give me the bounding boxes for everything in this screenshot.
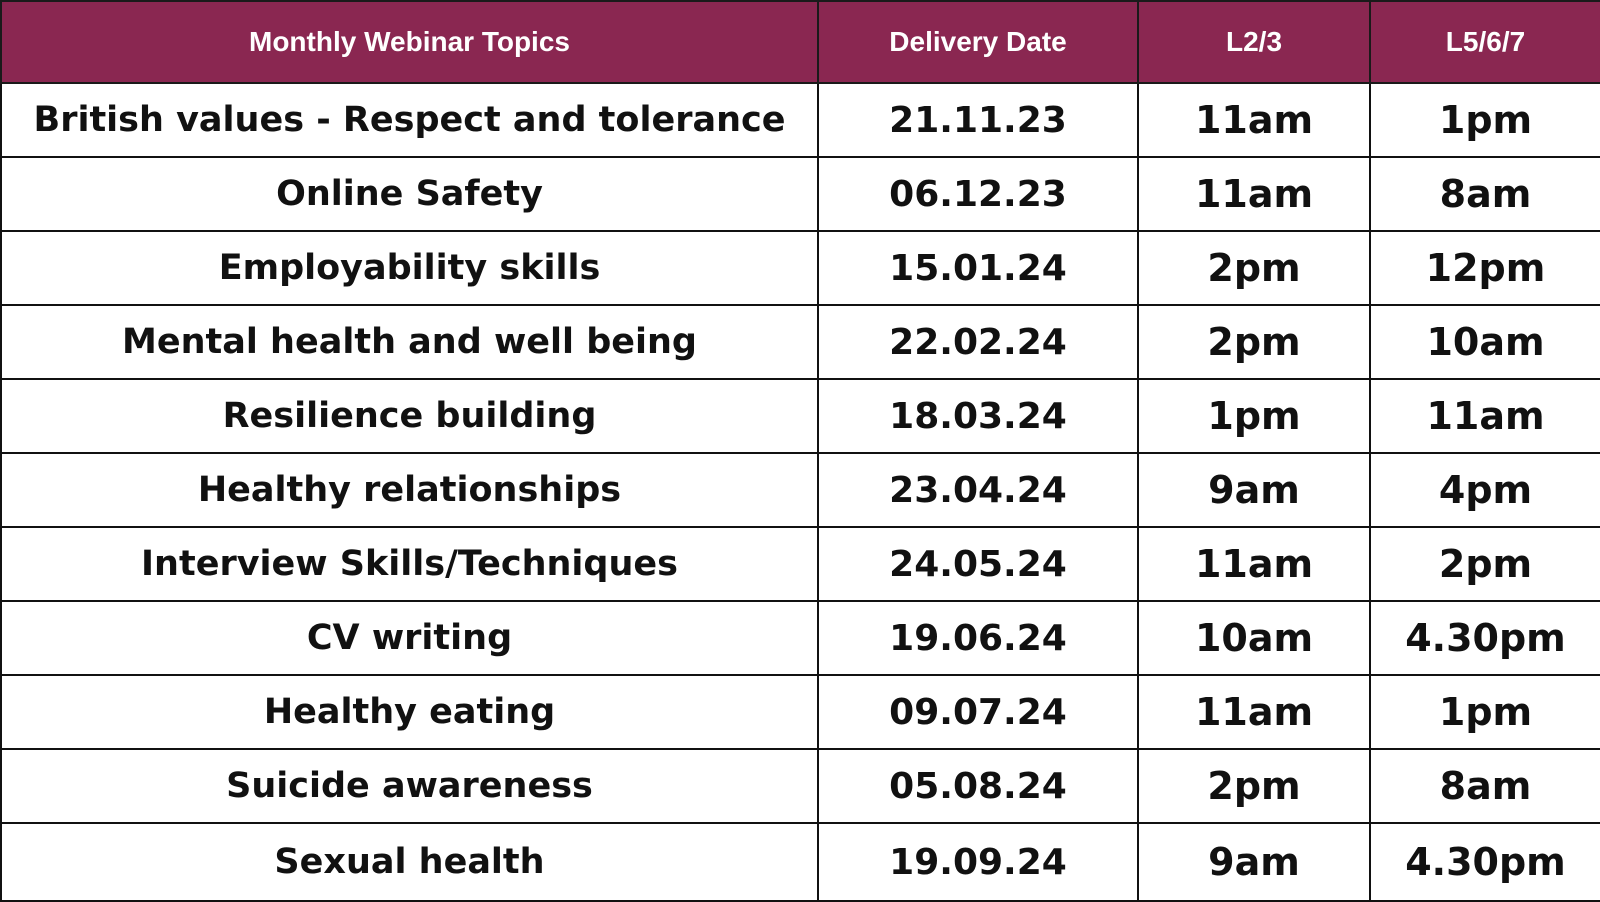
date-cell: 22.02.24 — [817, 304, 1139, 380]
topic-cell: Interview Skills/Techniques — [0, 526, 819, 602]
date-cell: 05.08.24 — [817, 748, 1139, 824]
column-header-topic: Monthly Webinar Topics — [0, 0, 819, 84]
table-row: CV writing 19.06.24 10am 4.30pm — [0, 600, 1600, 676]
table-row: Resilience building 18.03.24 1pm 11am — [0, 378, 1600, 454]
l2-3-time-cell: 9am — [1137, 822, 1371, 902]
header-row: Monthly Webinar Topics Delivery Date L2/… — [0, 0, 1600, 84]
l2-3-time-cell: 11am — [1137, 156, 1371, 232]
l2-3-time-cell: 1pm — [1137, 378, 1371, 454]
topic-cell: Healthy relationships — [0, 452, 819, 528]
l5-6-7-time-cell: 4.30pm — [1369, 822, 1600, 902]
l2-3-time-cell: 2pm — [1137, 748, 1371, 824]
table-row: Online Safety 06.12.23 11am 8am — [0, 156, 1600, 232]
l5-6-7-time-cell: 1pm — [1369, 82, 1600, 158]
l5-6-7-time-cell: 8am — [1369, 156, 1600, 232]
table-row: Employability skills 15.01.24 2pm 12pm — [0, 230, 1600, 306]
table-row: Interview Skills/Techniques 24.05.24 11a… — [0, 526, 1600, 602]
date-cell: 06.12.23 — [817, 156, 1139, 232]
topic-cell: CV writing — [0, 600, 819, 676]
topic-cell: Employability skills — [0, 230, 819, 306]
l5-6-7-time-cell: 4pm — [1369, 452, 1600, 528]
topic-cell: Suicide awareness — [0, 748, 819, 824]
date-cell: 19.09.24 — [817, 822, 1139, 902]
l2-3-time-cell: 11am — [1137, 674, 1371, 750]
column-header-delivery-date: Delivery Date — [817, 0, 1139, 84]
table-row: Mental health and well being 22.02.24 2p… — [0, 304, 1600, 380]
l2-3-time-cell: 2pm — [1137, 304, 1371, 380]
date-cell: 23.04.24 — [817, 452, 1139, 528]
l2-3-time-cell: 10am — [1137, 600, 1371, 676]
l2-3-time-cell: 2pm — [1137, 230, 1371, 306]
table-row: Sexual health 19.09.24 9am 4.30pm — [0, 822, 1600, 902]
l2-3-time-cell: 11am — [1137, 82, 1371, 158]
column-header-l5-6-7: L5/6/7 — [1369, 0, 1600, 84]
table-row: Healthy eating 09.07.24 11am 1pm — [0, 674, 1600, 750]
l5-6-7-time-cell: 1pm — [1369, 674, 1600, 750]
l2-3-time-cell: 9am — [1137, 452, 1371, 528]
topic-cell: British values - Respect and tolerance — [0, 82, 819, 158]
l5-6-7-time-cell: 4.30pm — [1369, 600, 1600, 676]
l5-6-7-time-cell: 11am — [1369, 378, 1600, 454]
date-cell: 19.06.24 — [817, 600, 1139, 676]
date-cell: 09.07.24 — [817, 674, 1139, 750]
l5-6-7-time-cell: 10am — [1369, 304, 1600, 380]
date-cell: 15.01.24 — [817, 230, 1139, 306]
column-header-l2-3: L2/3 — [1137, 0, 1371, 84]
table-row: Suicide awareness 05.08.24 2pm 8am — [0, 748, 1600, 824]
topic-cell: Sexual health — [0, 822, 819, 902]
table-row: British values - Respect and tolerance 2… — [0, 82, 1600, 158]
date-cell: 18.03.24 — [817, 378, 1139, 454]
table-row: Healthy relationships 23.04.24 9am 4pm — [0, 452, 1600, 528]
l5-6-7-time-cell: 12pm — [1369, 230, 1600, 306]
date-cell: 21.11.23 — [817, 82, 1139, 158]
topic-cell: Resilience building — [0, 378, 819, 454]
topic-cell: Mental health and well being — [0, 304, 819, 380]
l2-3-time-cell: 11am — [1137, 526, 1371, 602]
l5-6-7-time-cell: 8am — [1369, 748, 1600, 824]
date-cell: 24.05.24 — [817, 526, 1139, 602]
l5-6-7-time-cell: 2pm — [1369, 526, 1600, 602]
topic-cell: Healthy eating — [0, 674, 819, 750]
topic-cell: Online Safety — [0, 156, 819, 232]
